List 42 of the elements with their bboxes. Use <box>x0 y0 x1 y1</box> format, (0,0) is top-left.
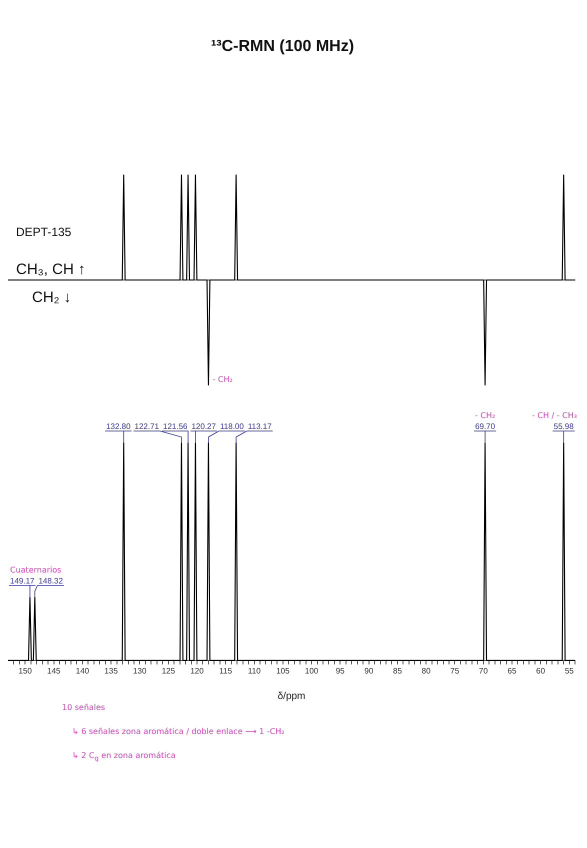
text: ↳ 6 señales zona aromática / doble enlace ⟶ 1 -CH₂ <box>72 727 285 736</box>
x-tick-label: 125 <box>162 666 176 676</box>
x-tick-label: 95 <box>336 666 346 676</box>
annotation: - CH₂ <box>474 411 496 420</box>
x-tick-label: 80 <box>422 666 432 676</box>
x-tick-label: 120 <box>190 666 204 676</box>
annotation: 148.32 <box>38 576 64 586</box>
x-tick-label: 65 <box>508 666 517 676</box>
annotation: 113.17 <box>248 422 272 431</box>
chart-title: ¹³C-RMN (100 MHz) <box>210 38 356 56</box>
annotation: 149.17 <box>10 576 36 586</box>
x-tick-label: 105 <box>276 666 290 676</box>
text: ↳ 2 C$_{q}$ en zona aromática <box>72 751 176 763</box>
annotation: 69.70 <box>475 422 496 431</box>
annotation: - CH / - CH₃ <box>532 411 578 420</box>
x-tick-label: 60 <box>536 666 546 676</box>
x-tick-label: 150 <box>18 666 32 676</box>
x-tick-label: 115 <box>219 666 233 676</box>
x-tick-label: 110 <box>248 666 262 676</box>
annotation: 55.98 <box>554 422 574 431</box>
x-tick-label: 85 <box>393 666 402 676</box>
annotation: CH₂ ↓ <box>32 289 72 306</box>
x-tick-label: 145 <box>47 666 62 676</box>
annotation: 118.00 <box>220 422 244 431</box>
text: 10 señales <box>62 703 106 712</box>
x-tick-label: 90 <box>364 666 374 676</box>
annotation: 132.80 <box>106 422 132 431</box>
annotation: - CH₂ <box>212 375 233 384</box>
x-tick-label: 75 <box>450 666 460 676</box>
x-axis-title: δ/ppm <box>278 690 306 702</box>
x-tick-label: 100 <box>304 666 319 676</box>
annotation: CH₃, CH ↑ <box>16 261 86 278</box>
x-tick-label: 130 <box>133 666 147 676</box>
annotation: Cuaternarios <box>10 565 62 574</box>
x-tick-label: 135 <box>104 666 118 676</box>
x-tick-label: 70 <box>478 666 488 676</box>
x-tick-label: 140 <box>76 666 90 676</box>
annotation: 122.71 <box>134 422 160 431</box>
annotation: DEPT-135 <box>16 225 72 239</box>
annotation: 120.27 <box>191 422 216 431</box>
x-tick-label: 55 <box>564 666 574 676</box>
annotation: 121.56 <box>163 422 188 431</box>
